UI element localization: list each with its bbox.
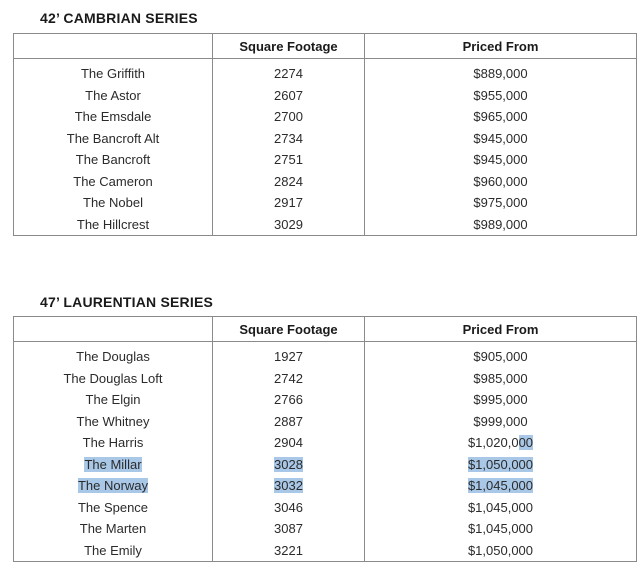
table-row-selected: The Millar 3028 $1,050,000	[13, 453, 637, 475]
table-row: The Douglas 1927 $905,000	[13, 346, 637, 368]
table-row: The Hillcrest 3029 $989,000	[13, 213, 637, 236]
model-name: The Hillcrest	[13, 213, 213, 236]
square-footage: 2700	[212, 106, 365, 128]
price: $889,000	[364, 63, 637, 85]
selected-text: $1,045,000	[467, 478, 534, 494]
square-footage: 3028	[212, 453, 365, 475]
model-name: The Emsdale	[13, 106, 213, 128]
price: $1,045,000	[364, 496, 637, 518]
price: $989,000	[364, 213, 637, 236]
table-row: The Harris 2904 $1,020,000	[13, 432, 637, 454]
table-header-row: Square Footage Priced From	[13, 33, 637, 59]
table-row: The Whitney 2887 $999,000	[13, 410, 637, 432]
table-spacer-row	[13, 341, 637, 346]
laurentian-pricing-table: Square Footage Priced From The Douglas 1…	[13, 316, 637, 562]
square-footage: 2607	[212, 84, 365, 106]
model-name: The Douglas Loft	[13, 367, 213, 389]
price: $1,020,000	[364, 432, 637, 454]
square-footage: 2751	[212, 149, 365, 171]
table-spacer-row	[13, 58, 637, 63]
price-text: $1,020,0	[467, 435, 519, 451]
table-row: The Elgin 2766 $995,000	[13, 389, 637, 411]
square-footage: 1927	[212, 346, 365, 368]
price: $985,000	[364, 367, 637, 389]
table-row: The Bancroft 2751 $945,000	[13, 149, 637, 171]
model-name: The Douglas	[13, 346, 213, 368]
price: $965,000	[364, 106, 637, 128]
table-header-row: Square Footage Priced From	[13, 316, 637, 342]
table-row: The Marten 3087 $1,045,000	[13, 518, 637, 540]
model-name: The Cameron	[13, 170, 213, 192]
price: $975,000	[364, 192, 637, 214]
table-row: The Nobel 2917 $975,000	[13, 192, 637, 214]
model-name: The Norway	[13, 475, 213, 497]
model-name: The Millar	[13, 453, 213, 475]
laurentian-series-title: 47’ LAURENTIAN SERIES	[40, 294, 214, 310]
price: $945,000	[364, 149, 637, 171]
price: $960,000	[364, 170, 637, 192]
table-row: The Spence 3046 $1,045,000	[13, 496, 637, 518]
table-row: The Douglas Loft 2742 $985,000	[13, 367, 637, 389]
selected-text: 3028	[274, 456, 303, 472]
header-square-footage: Square Footage	[212, 33, 365, 59]
cambrian-series-title: 42’ CAMBRIAN SERIES	[40, 10, 198, 26]
model-name: The Emily	[13, 539, 213, 562]
square-footage: 2917	[212, 192, 365, 214]
table-row: The Emily 3221 $1,050,000	[13, 539, 637, 562]
square-footage: 2734	[212, 127, 365, 149]
model-name: The Griffith	[13, 63, 213, 85]
selected-text: 3032	[274, 478, 303, 494]
header-priced-from: Priced From	[364, 33, 637, 59]
selected-text: $1,050,000	[467, 456, 534, 472]
square-footage: 2824	[212, 170, 365, 192]
model-name: The Whitney	[13, 410, 213, 432]
header-model-cell	[13, 33, 213, 59]
model-name: The Nobel	[13, 192, 213, 214]
model-name: The Marten	[13, 518, 213, 540]
header-model-cell	[13, 316, 213, 342]
model-name: The Bancroft	[13, 149, 213, 171]
price: $955,000	[364, 84, 637, 106]
price: $945,000	[364, 127, 637, 149]
square-footage: 2766	[212, 389, 365, 411]
price-text-selected: 00	[518, 435, 534, 451]
model-name: The Spence	[13, 496, 213, 518]
price: $999,000	[364, 410, 637, 432]
table-row: The Bancroft Alt 2734 $945,000	[13, 127, 637, 149]
header-priced-from: Priced From	[364, 316, 637, 342]
price: $905,000	[364, 346, 637, 368]
square-footage: 2742	[212, 367, 365, 389]
price: $1,045,000	[364, 475, 637, 497]
square-footage: 3029	[212, 213, 365, 236]
table-row-selected: The Norway 3032 $1,045,000	[13, 475, 637, 497]
price: $1,050,000	[364, 453, 637, 475]
table-row: The Astor 2607 $955,000	[13, 84, 637, 106]
selected-text: The Millar	[84, 456, 142, 472]
square-footage: 3087	[212, 518, 365, 540]
model-name: The Elgin	[13, 389, 213, 411]
price: $1,045,000	[364, 518, 637, 540]
model-name: The Bancroft Alt	[13, 127, 213, 149]
square-footage: 3221	[212, 539, 365, 562]
selected-text: The Norway	[77, 478, 149, 494]
price: $1,050,000	[364, 539, 637, 562]
cambrian-pricing-table: Square Footage Priced From The Griffith …	[13, 33, 637, 236]
price: $995,000	[364, 389, 637, 411]
model-name: The Astor	[13, 84, 213, 106]
table-row: The Cameron 2824 $960,000	[13, 170, 637, 192]
square-footage: 2904	[212, 432, 365, 454]
table-row: The Griffith 2274 $889,000	[13, 63, 637, 85]
square-footage: 2274	[212, 63, 365, 85]
square-footage: 3032	[212, 475, 365, 497]
square-footage: 2887	[212, 410, 365, 432]
header-square-footage: Square Footage	[212, 316, 365, 342]
table-row: The Emsdale 2700 $965,000	[13, 106, 637, 128]
square-footage: 3046	[212, 496, 365, 518]
model-name: The Harris	[13, 432, 213, 454]
